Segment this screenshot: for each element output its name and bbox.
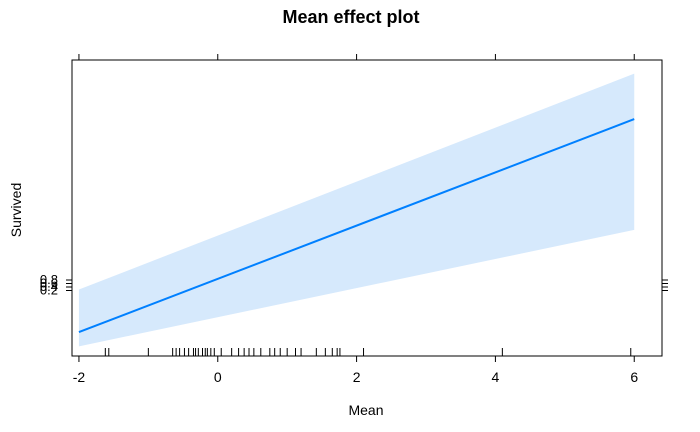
- y-tick-label: 0.6: [40, 276, 58, 291]
- y-axis-label: Survived: [8, 183, 24, 237]
- fit-line-layer: [78, 118, 635, 334]
- chart-title: Mean effect plot: [282, 7, 419, 27]
- y-tick-label: 0.2: [40, 283, 58, 298]
- rug-layer: [104, 348, 632, 356]
- y-tick-label: 0.8: [40, 272, 58, 287]
- x-tick-label: 0: [214, 369, 222, 385]
- fit-line: [78, 118, 635, 334]
- y-tick-label: 0.4: [40, 279, 58, 294]
- x-tick-label: -2: [73, 369, 86, 385]
- x-axis-ticks: -2 0 2 4 6: [73, 54, 638, 385]
- x-axis-label: Mean: [348, 402, 383, 418]
- y-axis-ticks: 0.80.60.40.2: [40, 272, 668, 298]
- confidence-band-layer: [78, 73, 635, 347]
- x-tick-label: 2: [353, 369, 361, 385]
- confidence-band: [78, 73, 635, 347]
- x-tick-label: 4: [492, 369, 500, 385]
- x-tick-label: 6: [630, 369, 638, 385]
- plot-panel: [71, 59, 663, 357]
